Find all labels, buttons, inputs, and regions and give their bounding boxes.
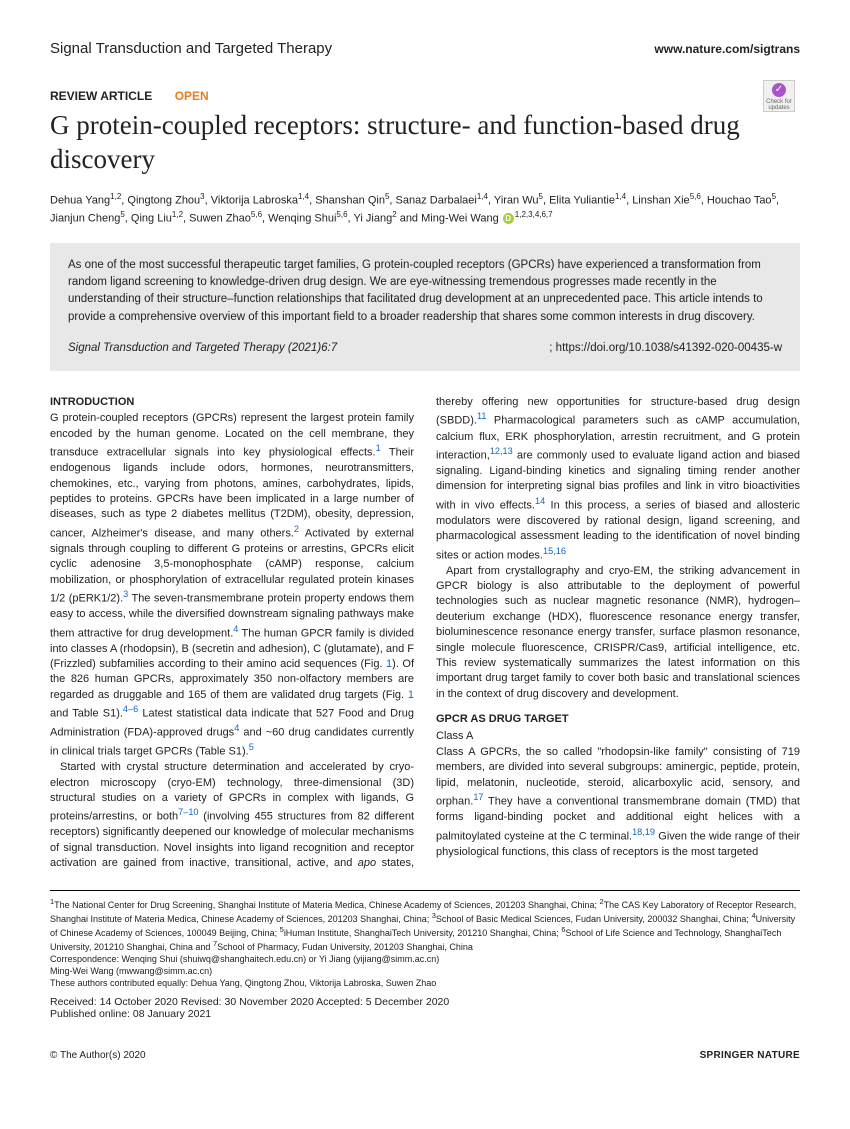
page-header: Signal Transduction and Targeted Therapy… [50,40,800,57]
article-type-row: REVIEW ARTICLE OPEN [50,87,800,105]
publication-dates: Received: 14 October 2020 Revised: 30 No… [50,996,800,1020]
abstract-box: As one of the most successful therapeuti… [50,243,800,371]
doi-link[interactable]: ; https://doi.org/10.1038/s41392-020-004… [549,340,782,357]
article-body: INTRODUCTION G protein-coupled receptors… [50,395,800,872]
body-paragraph: Apart from crystallography and cryo-EM, … [436,564,800,703]
page-footer: © The Author(s) 2020 SPRINGER NATURE [50,1050,800,1061]
article-type: REVIEW ARTICLE [50,89,152,103]
affiliations: 1The National Center for Drug Screening,… [50,890,800,990]
subsection-heading: Class A [436,729,800,744]
article-title: G protein-coupled receptors: structure- … [50,109,800,177]
citation: Signal Transduction and Targeted Therapy… [68,340,337,357]
author-list: Dehua Yang1,2, Qingtong Zhou3, Viktorija… [50,191,800,227]
body-paragraph: Class A GPCRs, the so called "rhodopsin-… [436,745,800,860]
dates-published: Published online: 08 January 2021 [50,1008,800,1020]
open-access-label: OPEN [175,89,209,103]
journal-name: Signal Transduction and Targeted Therapy [50,40,332,57]
abstract-text: As one of the most successful therapeuti… [68,257,782,326]
section-heading-intro: INTRODUCTION [50,395,414,410]
dates-received: Received: 14 October 2020 Revised: 30 No… [50,996,800,1008]
section-heading-gpcr: GPCR AS DRUG TARGET [436,712,800,727]
publisher: SPRINGER NATURE [700,1050,800,1061]
body-paragraph: G protein-coupled receptors (GPCRs) repr… [50,411,414,760]
journal-url[interactable]: www.nature.com/sigtrans [654,42,800,56]
orcid-icon[interactable] [503,213,514,224]
citation-row: Signal Transduction and Targeted Therapy… [68,340,782,357]
check-updates-badge[interactable]: Check for updates [763,80,795,112]
copyright: © The Author(s) 2020 [50,1050,146,1061]
